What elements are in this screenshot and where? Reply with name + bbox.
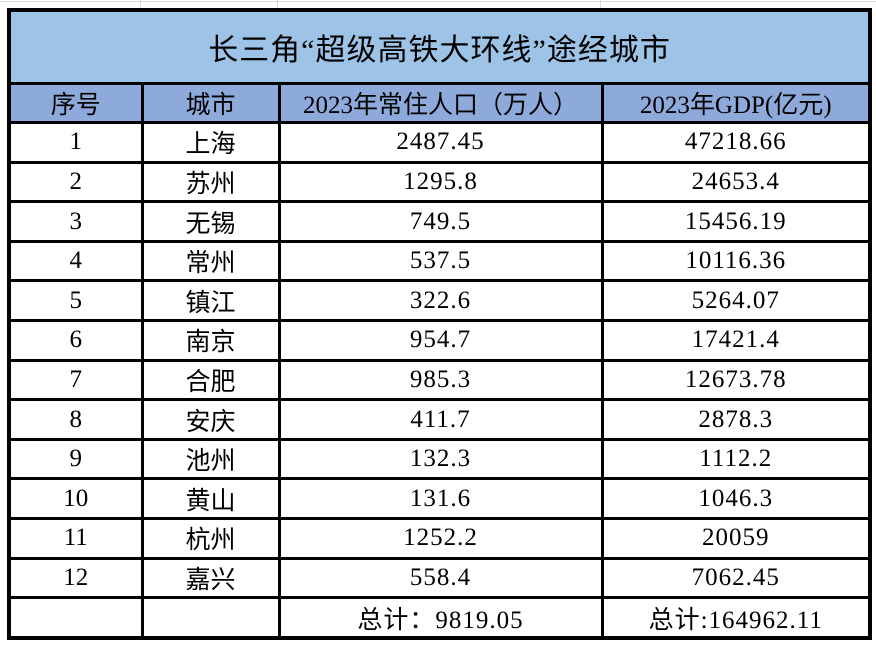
population-cell[interactable]: 1252.2 (277, 517, 604, 560)
gdp-cell[interactable]: 17421.4 (600, 319, 872, 362)
seq-cell[interactable]: 11 (7, 517, 144, 560)
population-cell[interactable]: 1295.8 (277, 160, 604, 204)
sheet-gridline-vertical (600, 0, 601, 9)
total-empty-city-cell[interactable] (140, 596, 281, 640)
seq-cell[interactable]: 4 (7, 239, 144, 283)
city-cell[interactable]: 上海 (140, 121, 281, 164)
city-cell[interactable]: 常州 (140, 239, 281, 283)
city-cell[interactable]: 苏州 (140, 160, 281, 204)
header-seq[interactable]: 序号 (7, 82, 144, 124)
gdp-cell[interactable]: 1046.3 (600, 477, 872, 521)
city-cell[interactable]: 嘉兴 (140, 556, 281, 600)
header-row: 序号 城市 2023年常住人口（万人） 2023年GDP(亿元) (7, 82, 872, 124)
seq-cell[interactable]: 5 (7, 279, 144, 323)
city-cell[interactable]: 无锡 (140, 200, 281, 243)
population-cell[interactable]: 131.6 (277, 477, 604, 521)
population-cell[interactable]: 322.6 (277, 279, 604, 323)
table-title: 长三角“超级高铁大环线”途经城市 (7, 8, 872, 85)
table-row: 12 嘉兴 558.4 7062.45 (7, 556, 872, 600)
population-cell[interactable]: 2487.45 (277, 121, 604, 164)
seq-cell[interactable]: 9 (7, 437, 144, 481)
table-row: 4 常州 537.5 10116.36 (7, 239, 872, 283)
header-city[interactable]: 城市 (140, 82, 281, 124)
table-row: 1 上海 2487.45 47218.66 (7, 121, 872, 164)
seq-cell[interactable]: 8 (7, 398, 144, 441)
gdp-cell[interactable]: 15456.19 (600, 200, 872, 243)
population-cell[interactable]: 954.7 (277, 319, 604, 362)
gdp-cell[interactable]: 1112.2 (600, 437, 872, 481)
table-row: 7 合肥 985.3 12673.78 (7, 358, 872, 402)
seq-cell[interactable]: 3 (7, 200, 144, 243)
population-cell[interactable]: 558.4 (277, 556, 604, 600)
seq-cell[interactable]: 1 (7, 121, 144, 164)
gdp-cell[interactable]: 2878.3 (600, 398, 872, 441)
sheet-gridline-vertical (277, 0, 278, 9)
table-row: 9 池州 132.3 1112.2 (7, 437, 872, 481)
seq-cell[interactable]: 10 (7, 477, 144, 521)
header-gdp[interactable]: 2023年GDP(亿元) (600, 82, 872, 124)
table-row: 10 黄山 131.6 1046.3 (7, 477, 872, 521)
seq-cell[interactable]: 12 (7, 556, 144, 600)
table-row: 5 镇江 322.6 5264.07 (7, 279, 872, 323)
table-row: 2 苏州 1295.8 24653.4 (7, 160, 872, 204)
population-cell[interactable]: 985.3 (277, 358, 604, 402)
table-row: 6 南京 954.7 17421.4 (7, 319, 872, 362)
city-cell[interactable]: 杭州 (140, 517, 281, 560)
total-row: 总计：9819.05 总计:164962.11 (7, 596, 872, 640)
population-cell[interactable]: 537.5 (277, 239, 604, 283)
seq-cell[interactable]: 6 (7, 319, 144, 362)
total-population-cell[interactable]: 总计：9819.05 (277, 596, 604, 640)
total-empty-seq-cell[interactable] (7, 596, 144, 640)
city-cell[interactable]: 合肥 (140, 358, 281, 402)
population-cell[interactable]: 749.5 (277, 200, 604, 243)
gdp-cell[interactable]: 20059 (600, 517, 872, 560)
gdp-cell[interactable]: 24653.4 (600, 160, 872, 204)
seq-cell[interactable]: 7 (7, 358, 144, 402)
title-row: 长三角“超级高铁大环线”途经城市 (7, 8, 872, 85)
city-cell[interactable]: 黄山 (140, 477, 281, 521)
population-cell[interactable]: 132.3 (277, 437, 604, 481)
header-population[interactable]: 2023年常住人口（万人） (277, 82, 604, 124)
city-cell[interactable]: 镇江 (140, 279, 281, 323)
city-cell[interactable]: 南京 (140, 319, 281, 362)
city-data-table: 长三角“超级高铁大环线”途经城市 序号 城市 2023年常住人口（万人） 202… (7, 8, 873, 640)
gdp-cell[interactable]: 10116.36 (600, 239, 872, 283)
gdp-cell[interactable]: 5264.07 (600, 279, 872, 323)
gdp-cell[interactable]: 47218.66 (600, 121, 872, 164)
table-row: 8 安庆 411.7 2878.3 (7, 398, 872, 441)
table-row: 3 无锡 749.5 15456.19 (7, 200, 872, 243)
population-cell[interactable]: 411.7 (277, 398, 604, 441)
seq-cell[interactable]: 2 (7, 160, 144, 204)
sheet-gridline-vertical (140, 0, 141, 9)
gdp-cell[interactable]: 12673.78 (600, 358, 872, 402)
city-cell[interactable]: 池州 (140, 437, 281, 481)
table-row: 11 杭州 1252.2 20059 (7, 517, 872, 560)
total-gdp-cell[interactable]: 总计:164962.11 (600, 596, 872, 640)
city-cell[interactable]: 安庆 (140, 398, 281, 441)
sheet-gridline-horizontal (0, 1, 876, 2)
gdp-cell[interactable]: 7062.45 (600, 556, 872, 600)
